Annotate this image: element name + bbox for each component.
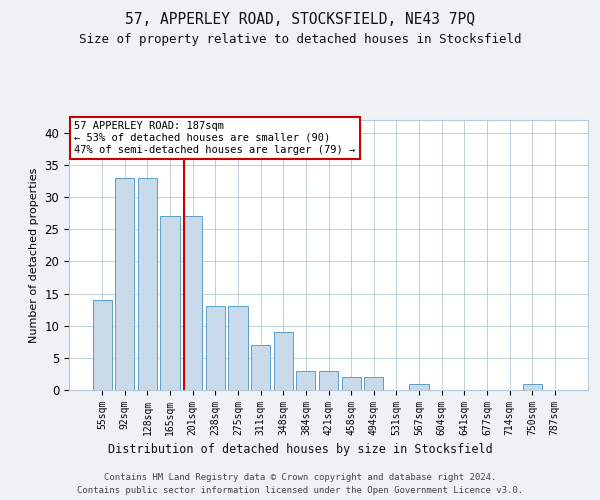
Bar xyxy=(296,370,316,390)
Bar xyxy=(409,384,428,390)
Bar xyxy=(274,332,293,390)
Bar xyxy=(183,216,202,390)
Bar xyxy=(341,377,361,390)
Bar xyxy=(92,300,112,390)
Bar xyxy=(138,178,157,390)
Bar xyxy=(229,306,248,390)
Text: Contains HM Land Registry data © Crown copyright and database right 2024.: Contains HM Land Registry data © Crown c… xyxy=(104,472,496,482)
Bar xyxy=(364,377,383,390)
Text: 57, APPERLEY ROAD, STOCKSFIELD, NE43 7PQ: 57, APPERLEY ROAD, STOCKSFIELD, NE43 7PQ xyxy=(125,12,475,28)
Bar xyxy=(319,370,338,390)
Bar xyxy=(523,384,542,390)
Y-axis label: Number of detached properties: Number of detached properties xyxy=(29,168,39,342)
Bar xyxy=(206,306,225,390)
Bar xyxy=(251,345,270,390)
Text: Size of property relative to detached houses in Stocksfield: Size of property relative to detached ho… xyxy=(79,32,521,46)
Text: 57 APPERLEY ROAD: 187sqm
← 53% of detached houses are smaller (90)
47% of semi-d: 57 APPERLEY ROAD: 187sqm ← 53% of detach… xyxy=(74,122,355,154)
Bar xyxy=(160,216,180,390)
Bar xyxy=(115,178,134,390)
Text: Distribution of detached houses by size in Stocksfield: Distribution of detached houses by size … xyxy=(107,442,493,456)
Text: Contains public sector information licensed under the Open Government Licence v3: Contains public sector information licen… xyxy=(77,486,523,495)
